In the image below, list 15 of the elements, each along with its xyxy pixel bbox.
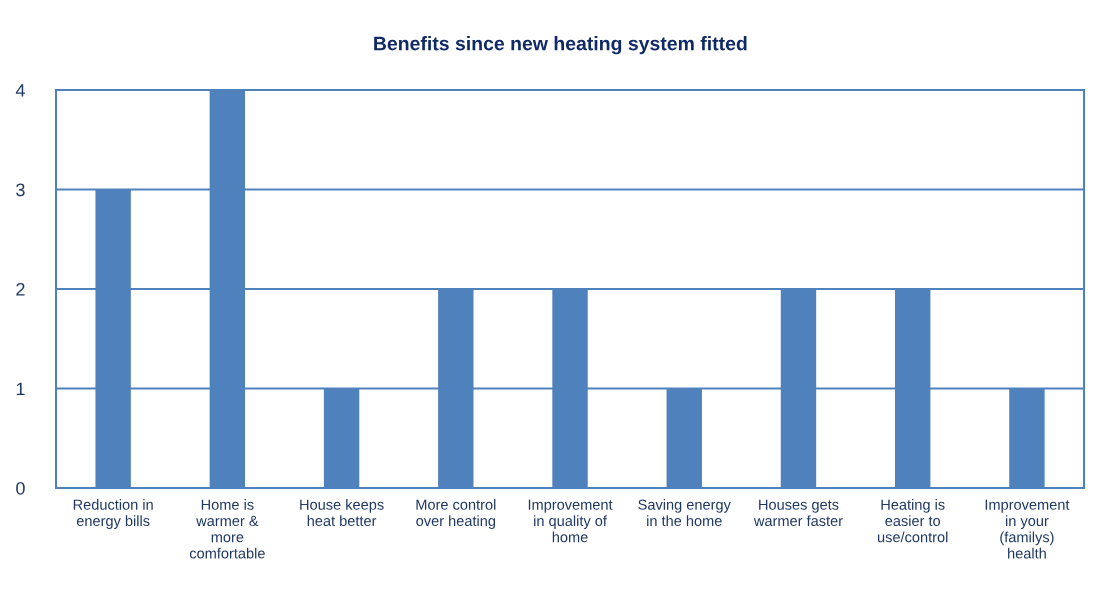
x-tick-label: Saving energy in the home <box>638 499 731 527</box>
chart-title: Benefits since new heating system fitted <box>374 36 747 55</box>
y-tick-label: 2 <box>16 282 25 296</box>
x-tick-label: Reduction in energy bills <box>73 499 153 529</box>
x-tick-label: More control over heating <box>416 499 496 529</box>
y-tick-label: 1 <box>16 382 25 396</box>
x-tick-label: Improvement in quality of home <box>528 499 613 543</box>
x-tick-label: Home is warmer & more comfortable <box>189 499 265 559</box>
y-tick-label: 3 <box>16 183 25 197</box>
y-tick-label: 4 <box>15 84 25 97</box>
x-tick-label: House keeps heat better <box>300 499 384 527</box>
x-tick-label: Houses gets warmer faster <box>753 499 843 527</box>
x-tick-label: Heating is easier to use/control <box>877 499 948 543</box>
x-tick-label: Improvement in your (familys) health <box>985 499 1070 559</box>
y-tick-label: 0 <box>16 481 25 495</box>
